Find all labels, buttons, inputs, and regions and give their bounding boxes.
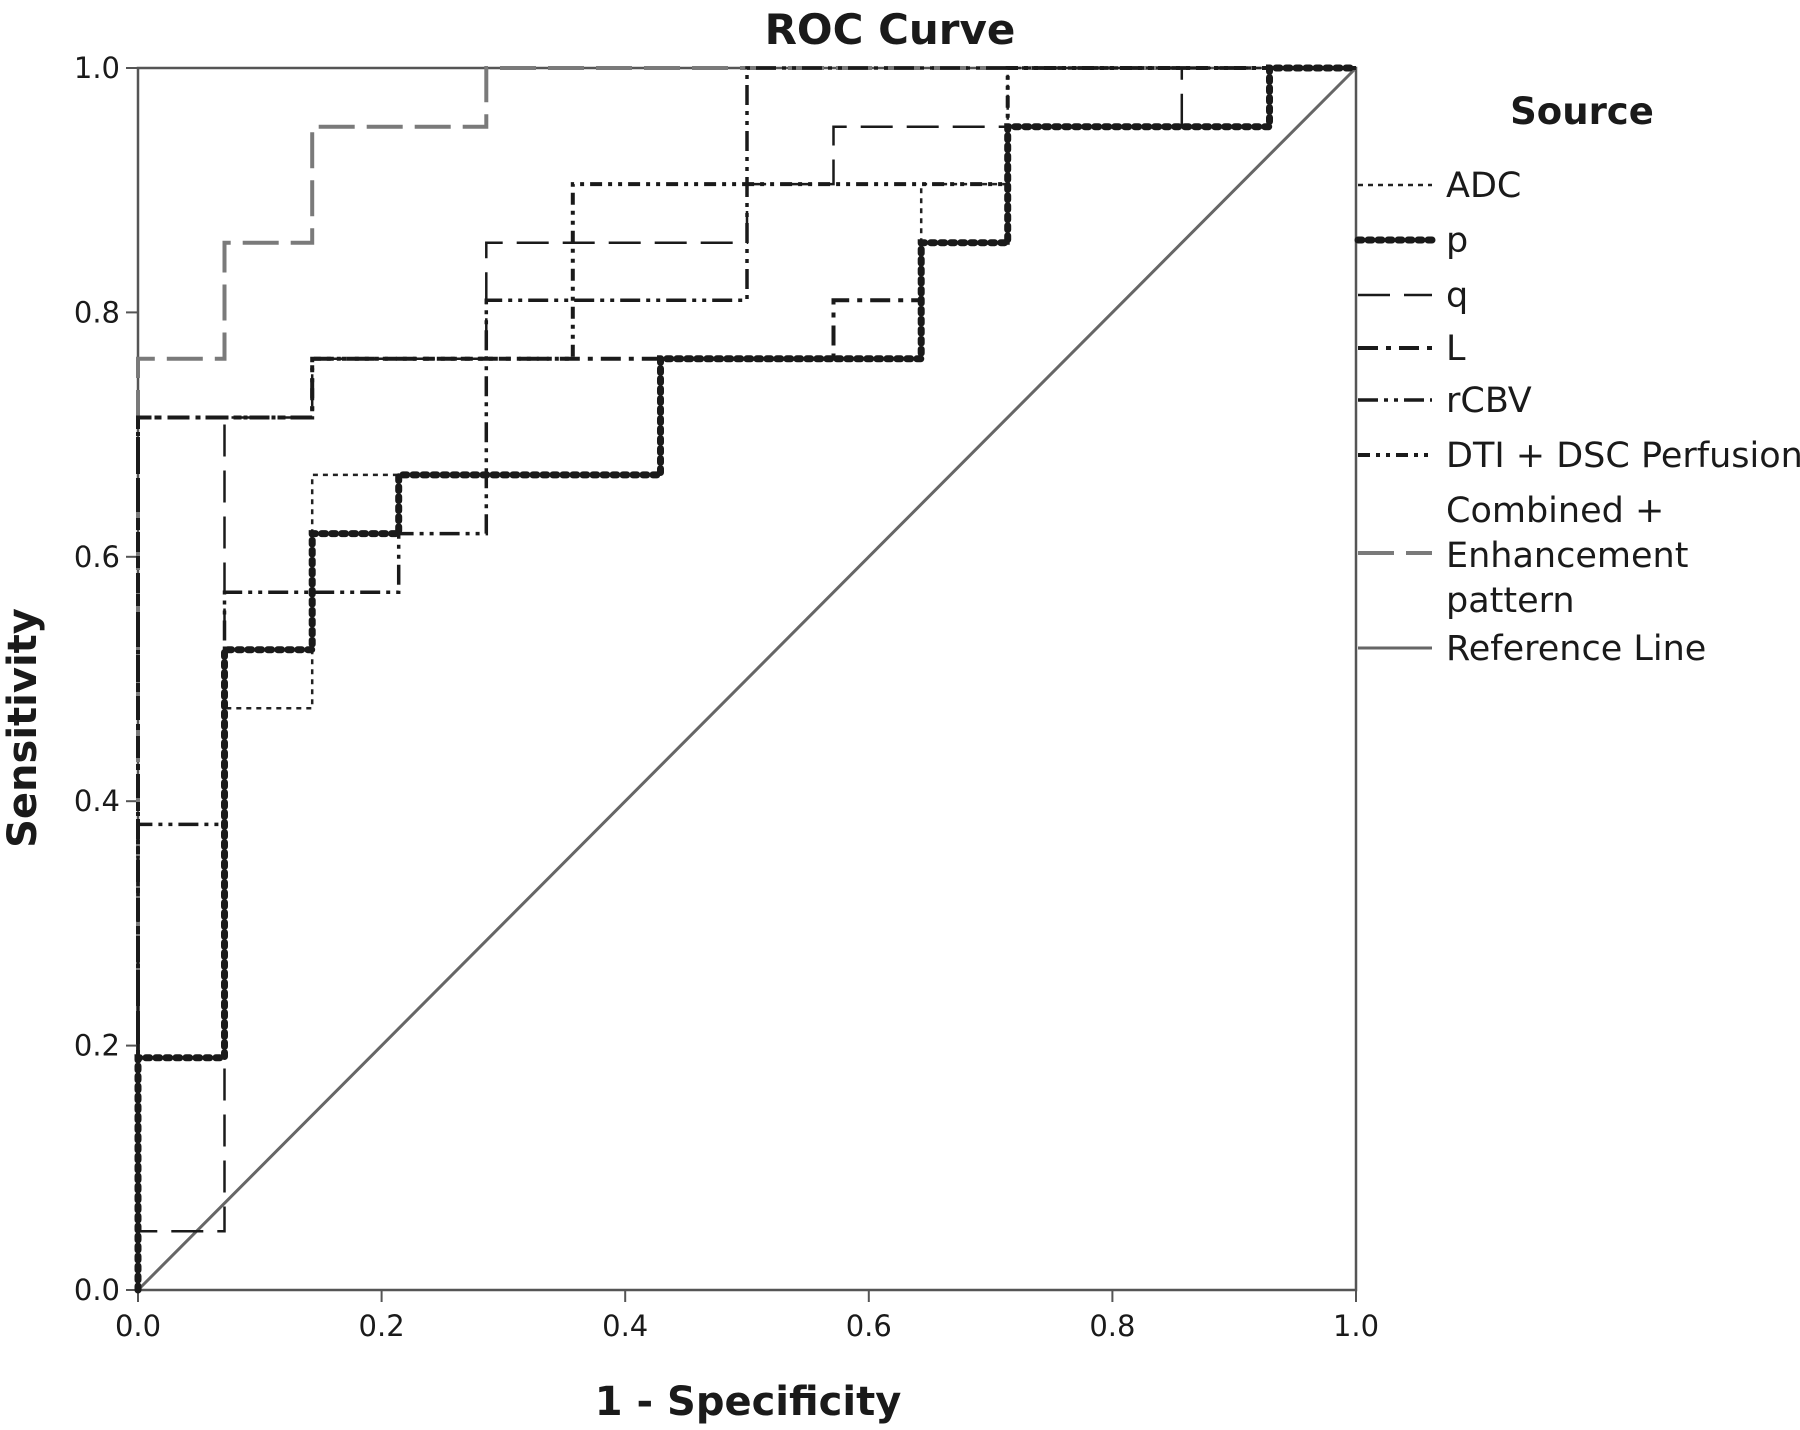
series-line-reference-line: [136, 66, 1358, 1292]
legend-label: p: [1446, 221, 1468, 261]
legend-label: ADC: [1446, 166, 1521, 206]
y-tick-label: 0.4: [74, 784, 120, 818]
legend-label: Combined +: [1446, 491, 1664, 531]
series-line-p: [134, 64, 1360, 1294]
series-line-combined-enhancement-pattern: [136, 66, 1356, 1290]
legend-label: DTI + DSC Perfusion: [1446, 436, 1800, 476]
legend-label: pattern: [1446, 581, 1575, 621]
x-tick-label: 0.4: [602, 1309, 648, 1343]
x-tick-label: 0.0: [115, 1309, 161, 1343]
legend-label: rCBV: [1446, 381, 1532, 421]
y-axis-label: Sensitivity: [0, 608, 46, 848]
x-tick-label: 0.8: [1089, 1309, 1135, 1343]
legend-title: Source: [1510, 90, 1654, 133]
y-tick-label: 0.2: [74, 1029, 120, 1063]
axis-ticks: 0.0 0.2 0.4 0.6 0.8 1.0 0.0 0.2 0.4 0.6 0.8 1.0: [74, 51, 1379, 1343]
legend-label: Reference Line: [1446, 629, 1706, 669]
legend-label: q: [1446, 276, 1468, 316]
y-tick-label: 1.0: [74, 51, 120, 85]
x-tick-label: 1.0: [1333, 1309, 1379, 1343]
y-tick-label: 0.8: [74, 295, 120, 329]
y-tick-label: 0.6: [74, 540, 120, 574]
x-tick-label: 0.2: [359, 1309, 405, 1343]
legend-label: L: [1446, 329, 1466, 369]
legend-label: Enhancement: [1446, 536, 1688, 576]
chart-title: ROC Curve: [765, 5, 1016, 54]
series-lines: [134, 64, 1360, 1294]
y-tick-label: 0.0: [74, 1273, 120, 1307]
x-axis-label: 1 - Specificity: [595, 1379, 902, 1425]
x-tick-label: 0.6: [846, 1309, 892, 1343]
